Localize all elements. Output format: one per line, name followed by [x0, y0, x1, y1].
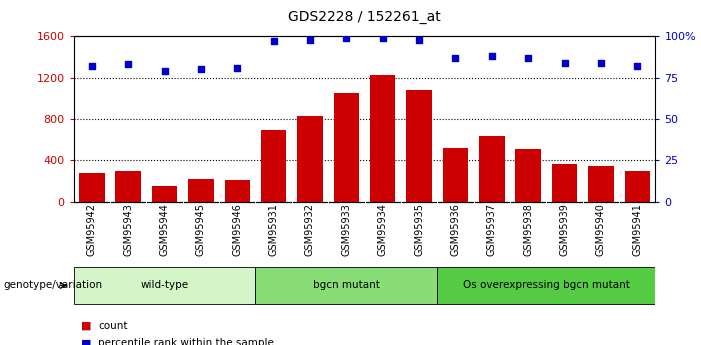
Text: GDS2228 / 152261_at: GDS2228 / 152261_at: [288, 10, 441, 24]
Text: GSM95932: GSM95932: [305, 203, 315, 256]
Bar: [79, 173, 104, 202]
Text: GSM95938: GSM95938: [523, 203, 533, 256]
FancyBboxPatch shape: [437, 267, 655, 304]
Text: GSM95936: GSM95936: [451, 203, 461, 256]
Point: [414, 37, 425, 42]
Point: [377, 35, 388, 41]
Point: [559, 60, 570, 66]
Bar: [588, 166, 613, 202]
Bar: [479, 136, 505, 202]
Point: [196, 67, 207, 72]
Text: count: count: [98, 321, 128, 331]
Text: ■: ■: [81, 338, 91, 345]
Text: bgcn mutant: bgcn mutant: [313, 280, 380, 290]
Text: wild-type: wild-type: [140, 280, 189, 290]
Point: [86, 63, 97, 69]
Text: GSM95945: GSM95945: [196, 203, 206, 256]
Point: [522, 55, 533, 60]
Point: [231, 65, 243, 70]
Text: GSM95943: GSM95943: [123, 203, 133, 256]
Bar: [552, 164, 577, 202]
Text: percentile rank within the sample: percentile rank within the sample: [98, 338, 274, 345]
Point: [123, 62, 134, 67]
FancyBboxPatch shape: [74, 267, 255, 304]
Point: [268, 38, 279, 44]
Bar: [407, 90, 432, 202]
Text: GSM95941: GSM95941: [632, 203, 642, 256]
Text: GSM95939: GSM95939: [559, 203, 569, 256]
Point: [450, 55, 461, 60]
Text: GSM95934: GSM95934: [378, 203, 388, 256]
Text: GSM95931: GSM95931: [268, 203, 278, 256]
Bar: [515, 149, 541, 202]
Point: [632, 63, 643, 69]
Bar: [188, 179, 214, 202]
Text: GSM95944: GSM95944: [160, 203, 170, 256]
Text: GSM95942: GSM95942: [87, 203, 97, 256]
Bar: [443, 148, 468, 202]
Bar: [625, 171, 650, 202]
Bar: [297, 116, 322, 202]
Point: [486, 53, 498, 59]
Point: [304, 37, 315, 42]
Text: GSM95935: GSM95935: [414, 203, 424, 256]
Bar: [116, 171, 141, 202]
Text: Os overexpressing bgcn mutant: Os overexpressing bgcn mutant: [463, 280, 629, 290]
Bar: [261, 130, 286, 202]
Point: [341, 35, 352, 41]
Text: GSM95937: GSM95937: [486, 203, 497, 256]
FancyBboxPatch shape: [255, 267, 437, 304]
Bar: [334, 93, 359, 202]
Text: GSM95940: GSM95940: [596, 203, 606, 256]
Text: ■: ■: [81, 321, 91, 331]
Text: GSM95946: GSM95946: [232, 203, 243, 256]
Bar: [370, 75, 395, 202]
Bar: [152, 186, 177, 202]
Bar: [224, 180, 250, 202]
Point: [595, 60, 606, 66]
Point: [159, 68, 170, 74]
Text: GSM95933: GSM95933: [341, 203, 351, 256]
Text: genotype/variation: genotype/variation: [4, 280, 102, 290]
